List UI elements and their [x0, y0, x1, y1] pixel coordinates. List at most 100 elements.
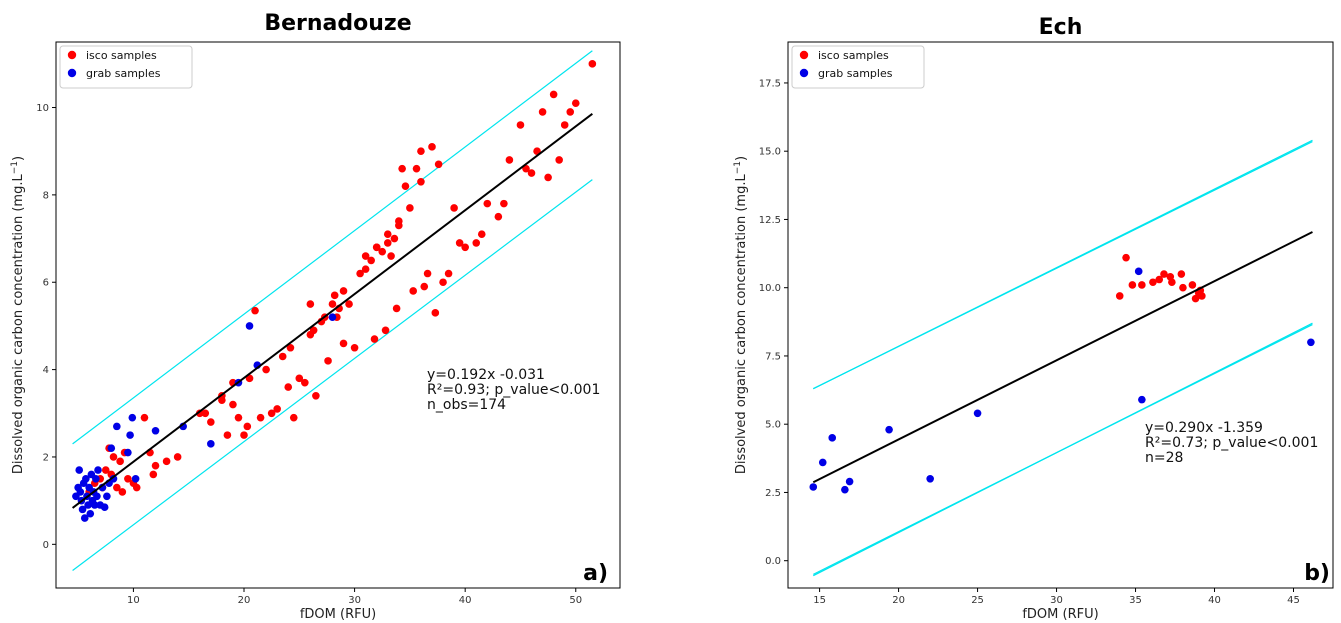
data-point	[234, 413, 243, 422]
data-point	[128, 413, 137, 422]
data-point	[538, 108, 547, 116]
data-point	[131, 475, 140, 483]
data-point	[383, 239, 392, 247]
regression-annotation: n=28	[1145, 450, 1183, 466]
regression-annotation: R²=0.93; p_value<0.001	[427, 382, 600, 398]
data-point	[218, 396, 226, 404]
chart-bernadouze: Bernadouze 10 20 30 40 50 0 2 4 6 8 10 fDOM (RFU) Dis…	[10, 11, 621, 622]
x-tick-label: 40	[1208, 595, 1221, 606]
prediction-bound-line	[813, 141, 1313, 390]
data-point	[330, 291, 339, 300]
plot-frame	[55, 41, 621, 589]
y-tick-label: 0	[43, 540, 49, 551]
data-point	[973, 409, 982, 418]
y-tick-label: 5.0	[765, 420, 781, 431]
y-tick-label: 2	[43, 452, 49, 463]
data-point	[132, 483, 141, 492]
data-point	[92, 475, 100, 483]
x-tick-label: 15	[813, 595, 826, 606]
data-point	[398, 164, 406, 173]
data-point	[107, 444, 116, 453]
data-point	[926, 475, 934, 483]
y-tick-label: 7.5	[765, 351, 781, 362]
legend-marker	[67, 68, 77, 78]
data-point	[885, 425, 893, 434]
data-point	[151, 426, 160, 435]
data-point	[78, 505, 87, 514]
series-grab	[809, 267, 1315, 494]
data-point	[381, 326, 390, 335]
data-point	[560, 121, 569, 129]
regression-line	[71, 112, 593, 509]
data-point	[1198, 292, 1206, 300]
data-point	[1307, 338, 1315, 347]
data-point	[116, 457, 124, 466]
y-tick-label: 0.0	[765, 556, 781, 567]
data-point	[80, 514, 89, 522]
data-point	[256, 413, 265, 422]
data-point	[367, 256, 375, 265]
plot-area	[71, 50, 597, 572]
legend-box	[59, 45, 193, 89]
data-point	[251, 306, 259, 315]
series-isco	[85, 60, 597, 496]
x-tick-label: 25	[971, 595, 984, 606]
data-point	[431, 309, 440, 317]
data-point	[118, 488, 127, 496]
data-point	[505, 156, 514, 164]
panel-label: b)	[1304, 561, 1330, 586]
data-point	[328, 313, 337, 321]
data-point	[1128, 281, 1137, 289]
x-tick-label: 30	[1050, 595, 1063, 606]
data-point	[1115, 292, 1124, 300]
data-point	[1177, 270, 1186, 278]
regression-line	[812, 231, 1313, 484]
data-point	[245, 322, 254, 330]
data-point	[350, 343, 359, 352]
prediction-bound-line	[72, 179, 593, 572]
data-point	[1168, 278, 1176, 287]
data-point	[387, 252, 395, 260]
data-point	[306, 330, 315, 339]
data-point	[401, 182, 410, 190]
legend-marker	[67, 50, 77, 60]
legend-marker	[799, 68, 809, 78]
data-point	[223, 431, 232, 439]
x-axis-label: fDOM (RFU)	[1022, 607, 1098, 622]
data-point	[1138, 395, 1146, 404]
data-point	[516, 121, 525, 129]
data-point	[306, 300, 315, 308]
data-point	[93, 492, 101, 501]
data-point	[324, 357, 332, 365]
data-point	[828, 434, 837, 442]
legend-label: grab samples	[86, 67, 161, 80]
data-point	[549, 90, 558, 99]
data-point	[124, 448, 132, 457]
data-point	[173, 453, 182, 461]
regression-annotation: y=0.290x -1.359	[1145, 420, 1263, 436]
data-point	[86, 509, 95, 518]
data-point	[571, 99, 580, 107]
y-axis-label: Dissolved organic carbon concentration (…	[10, 156, 26, 474]
data-point	[370, 335, 379, 343]
legend: isco samples grab samples	[791, 45, 925, 89]
plot-frame	[787, 41, 1334, 589]
data-point	[267, 409, 276, 418]
data-point	[809, 483, 818, 491]
data-point	[417, 147, 425, 155]
series-isco	[1115, 253, 1206, 303]
prediction-bound-line	[813, 324, 1313, 575]
chart-title: Bernadouze	[264, 11, 411, 36]
data-point	[262, 365, 270, 374]
data-point	[444, 269, 453, 278]
data-point	[90, 501, 99, 509]
data-point	[472, 239, 481, 247]
data-point	[243, 422, 252, 431]
data-point	[439, 278, 447, 287]
legend-label: isco samples	[86, 49, 157, 62]
data-point	[100, 503, 109, 511]
legend-label: grab samples	[818, 67, 893, 80]
data-point	[339, 287, 348, 295]
x-axis-label: fDOM (RFU)	[300, 607, 376, 622]
